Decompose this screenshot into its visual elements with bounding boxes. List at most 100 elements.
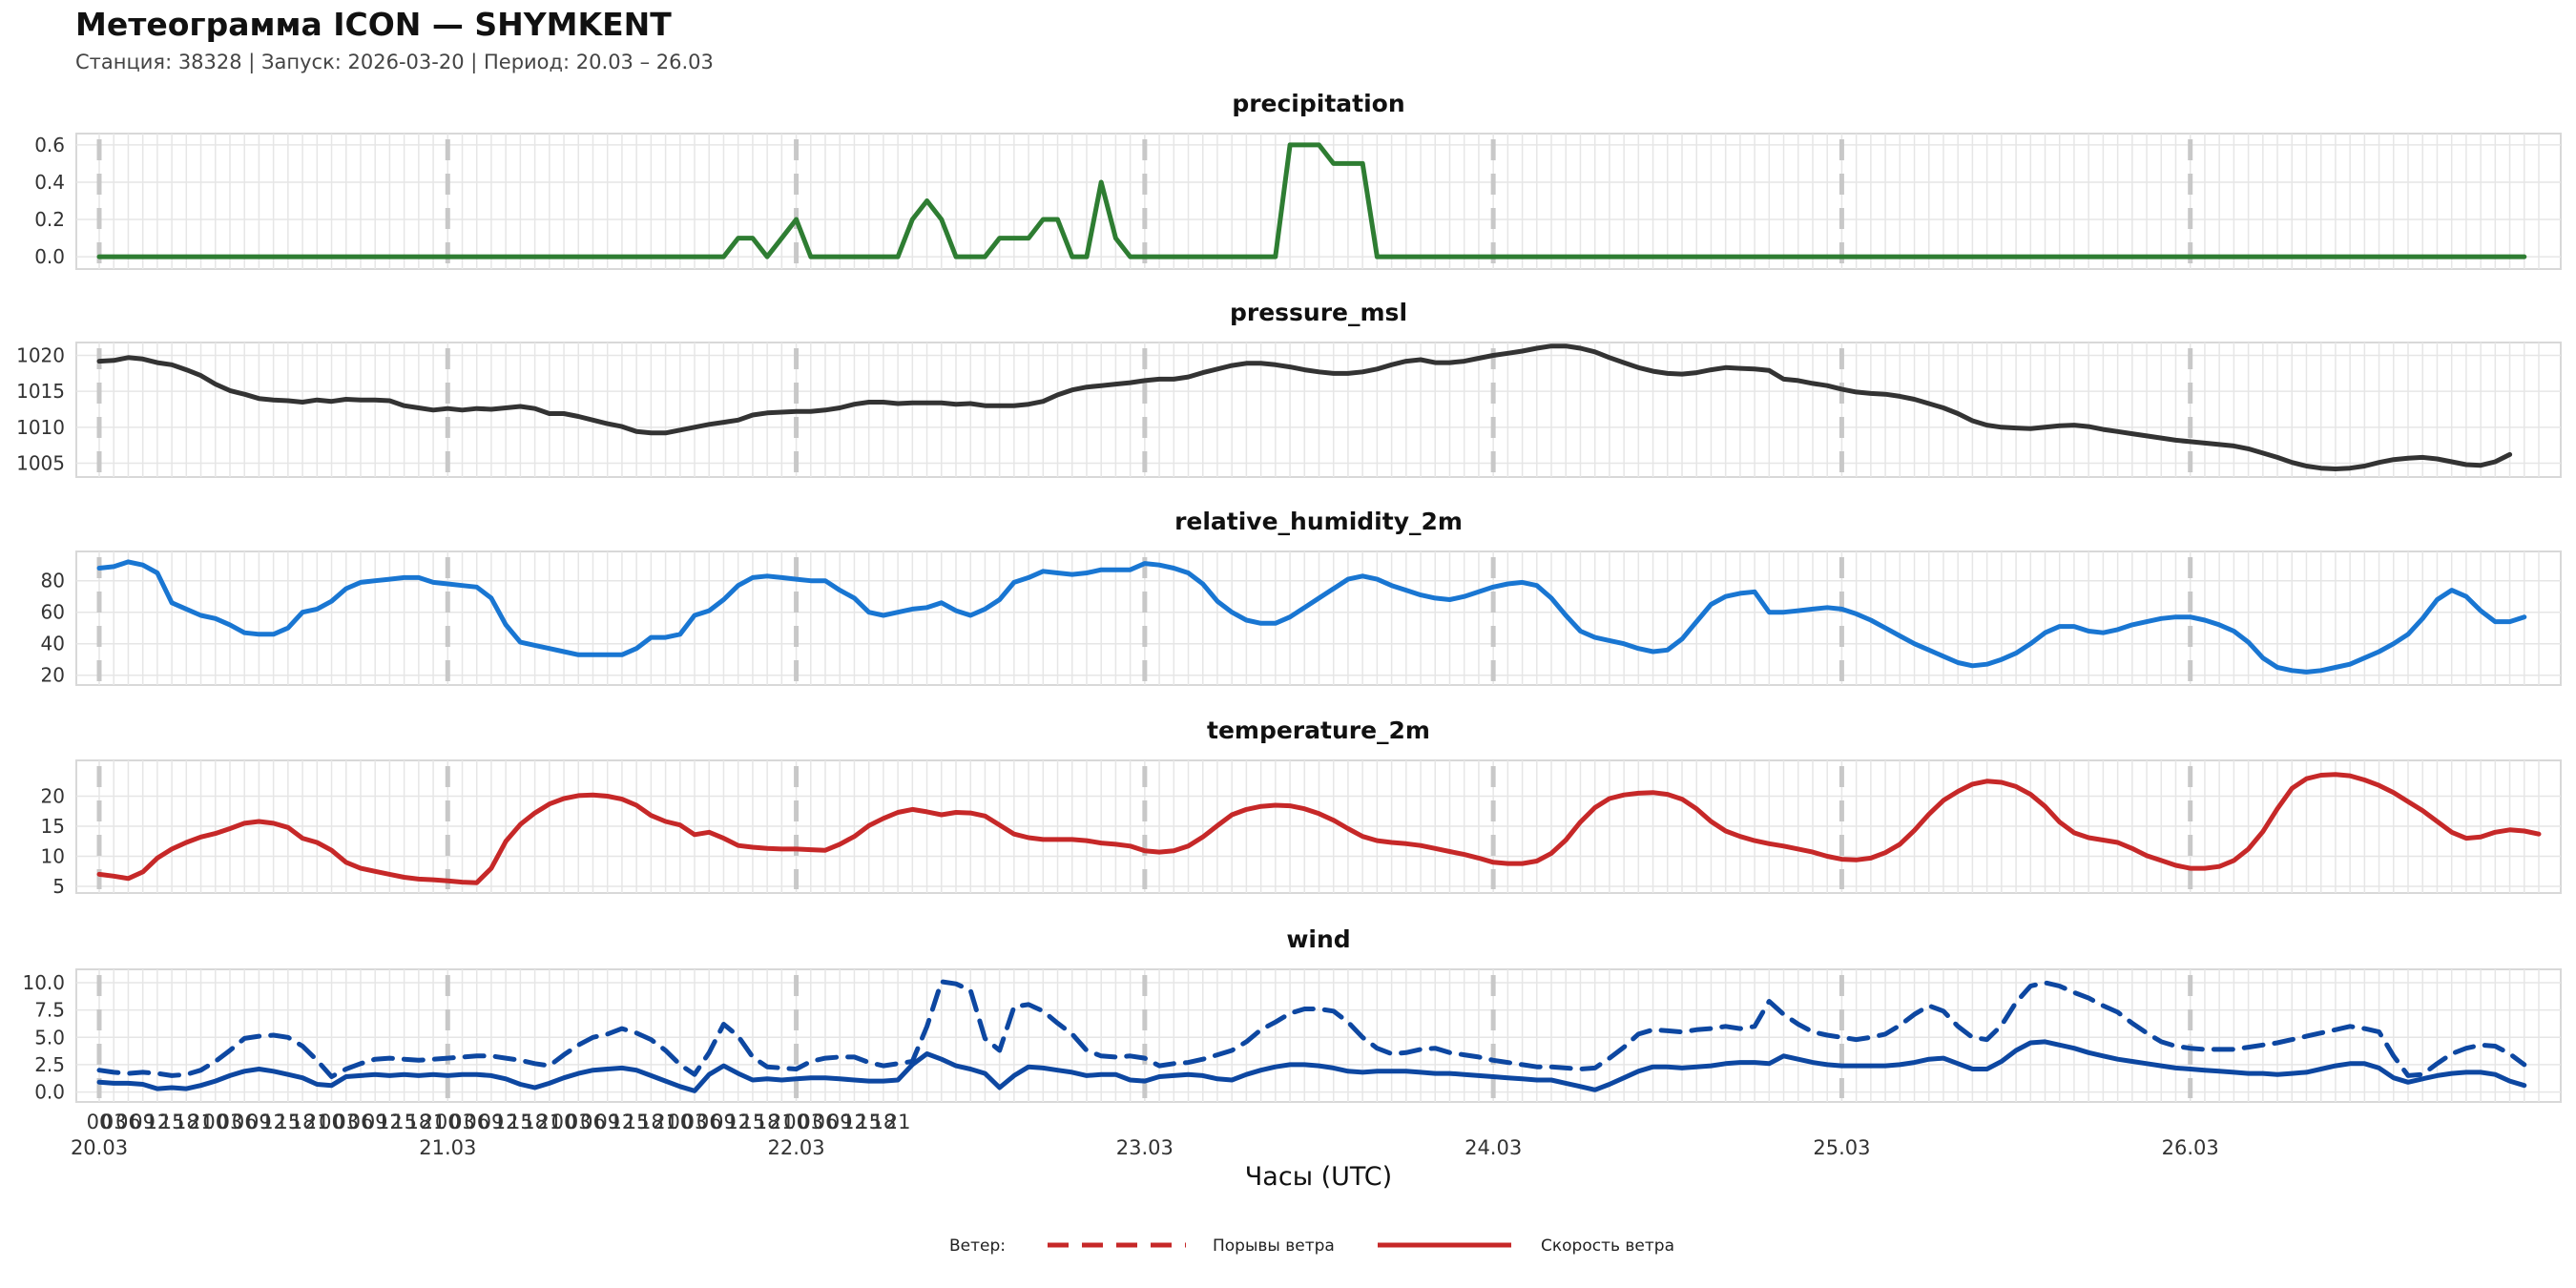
x-tick-label: 06: [115, 1111, 141, 1133]
x-tick-label: 15: [275, 1111, 301, 1133]
x-tick-label: 15: [508, 1111, 533, 1133]
x-tick-label: 06: [580, 1111, 606, 1133]
y-tick-label: 1020: [16, 344, 65, 367]
y-tick-label: 7.5: [34, 999, 65, 1022]
y-tick-label: 15: [41, 815, 65, 838]
x-tick-label: 06: [232, 1111, 258, 1133]
series-line-pressure_msl: [96, 343, 2513, 471]
legend-label-speed: Скорость ветра: [1541, 1236, 1674, 1256]
x-tick-label: 15: [391, 1111, 417, 1133]
x-tick-label: 03: [798, 1111, 823, 1133]
x-tick-label: 03: [218, 1111, 243, 1133]
x-tick-label: 15: [624, 1111, 650, 1133]
x-tick-label: 18: [638, 1111, 664, 1133]
legend-label-gusts: Порывы ветра: [1213, 1236, 1335, 1256]
x-tick-label: 21: [885, 1111, 911, 1133]
y-tick-label: 80: [41, 570, 65, 592]
x-tick-label: 12: [145, 1111, 171, 1133]
y-tick-label: 0.6: [34, 134, 65, 156]
x-tick-label: 00: [551, 1111, 577, 1133]
y-tick-label: 10: [41, 845, 65, 868]
x-day-label: 24.03: [1465, 1136, 1522, 1159]
y-tick-label: 1005: [16, 451, 65, 474]
y-tick-label: 1010: [16, 416, 65, 439]
y-tick-label: 20: [41, 664, 65, 687]
series-line-порывы-ветра: [96, 979, 2527, 1079]
x-tick-label: 09: [246, 1111, 272, 1133]
x-tick-label: 12: [610, 1111, 635, 1133]
x-tick-label: 21: [769, 1111, 795, 1133]
x-tick-label: 15: [740, 1111, 766, 1133]
panel-precipitation: 0.0 0.2 0.4 0.6 precipitation: [34, 90, 2562, 270]
panel-wind: 0.0 2.5 5.0 7.5 10.0 wind: [22, 925, 2562, 1104]
x-tick-label: 06: [464, 1111, 489, 1133]
chart-subtitle: Станция: 38328 | Запуск: 2026-03-20 | Пе…: [75, 51, 714, 73]
panel-title: precipitation: [1232, 90, 1404, 117]
x-day-label: 20.03: [71, 1136, 128, 1159]
x-tick-label: 21: [304, 1111, 330, 1133]
x-tick-label: 18: [871, 1111, 897, 1133]
x-tick-label: 18: [290, 1111, 316, 1133]
x-tick-label: 06: [813, 1111, 839, 1133]
y-tick-label: 20: [41, 785, 65, 808]
x-tick-label: 03: [682, 1111, 708, 1133]
legend: Ветер: Порывы ветра Скорость ветра: [949, 1236, 1674, 1256]
y-tick-label: 0.4: [34, 171, 65, 194]
panel-pressure-msl: 1005 1010 1015 1020 pressure_msl: [16, 299, 2562, 478]
x-tick-label: 21: [536, 1111, 562, 1133]
legend-title: Ветер:: [949, 1236, 1006, 1256]
series-line-скорость-ветра: [96, 1039, 2527, 1093]
x-tick-label: 12: [841, 1111, 867, 1133]
x-tick-label: 12: [260, 1111, 286, 1133]
y-tick-label: 5: [52, 875, 65, 898]
x-tick-label: 12: [725, 1111, 751, 1133]
x-axis-label: Часы (UTC): [1245, 1162, 1392, 1192]
x-tick-label: 03: [566, 1111, 592, 1133]
x-tick-label: 00: [435, 1111, 461, 1133]
y-tick-label: 10.0: [22, 971, 65, 994]
x-tick-label: 15: [856, 1111, 882, 1133]
x-tick-label: 06: [348, 1111, 374, 1133]
series-line-precipitation: [96, 142, 2527, 260]
y-tick-label: 5.0: [34, 1026, 65, 1049]
series-line-temperature_2m: [96, 772, 2542, 885]
x-tick-label: 00: [87, 1111, 113, 1133]
x-tick-label: 18: [755, 1111, 780, 1133]
x-day-label: 23.03: [1116, 1136, 1174, 1159]
x-tick-label: 03: [449, 1111, 475, 1133]
panel-title: wind: [1286, 925, 1350, 953]
x-tick-label: 09: [711, 1111, 737, 1133]
x-tick-label: 21: [188, 1111, 214, 1133]
x-day-label: 26.03: [2162, 1136, 2219, 1159]
y-tick-label: 2.5: [34, 1053, 65, 1076]
y-tick-label: 0.2: [34, 208, 65, 231]
panel-title: temperature_2m: [1207, 717, 1430, 744]
x-tick-label: 18: [405, 1111, 431, 1133]
y-tick-label: 40: [41, 633, 65, 655]
x-tick-label: 09: [363, 1111, 388, 1133]
x-tick-label: 12: [377, 1111, 403, 1133]
y-tick-label: 0.0: [34, 1081, 65, 1104]
x-tick-label: 15: [159, 1111, 185, 1133]
panel-title: relative_humidity_2m: [1174, 508, 1463, 535]
x-tick-label: 09: [594, 1111, 620, 1133]
x-day-label: 22.03: [768, 1136, 825, 1159]
y-tick-label: 0.0: [34, 245, 65, 268]
x-tick-label: 03: [333, 1111, 359, 1133]
x-tick-label: 18: [174, 1111, 199, 1133]
x-tick-label: 03: [101, 1111, 127, 1133]
x-tick-label: 09: [479, 1111, 505, 1133]
x-tick-label: 09: [130, 1111, 156, 1133]
x-tick-label: 21: [421, 1111, 447, 1133]
panel-title: pressure_msl: [1230, 299, 1407, 326]
x-axis: 0003060912151821000306091215182100030609…: [71, 1111, 2219, 1192]
y-tick-label: 1015: [16, 380, 65, 403]
x-tick-label: 12: [493, 1111, 519, 1133]
x-tick-label: 06: [696, 1111, 722, 1133]
x-day-label: 21.03: [419, 1136, 476, 1159]
x-tick-label: 00: [202, 1111, 228, 1133]
x-tick-label: 18: [522, 1111, 548, 1133]
x-tick-label: 00: [667, 1111, 693, 1133]
x-tick-label: 09: [827, 1111, 853, 1133]
